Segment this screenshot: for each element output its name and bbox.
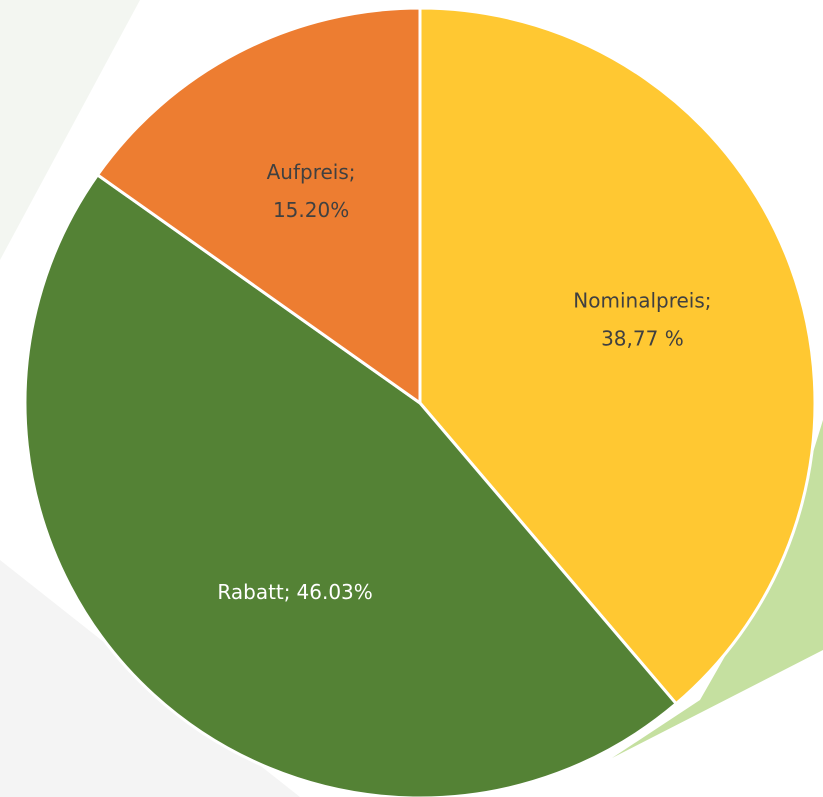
value-label: 46.03% — [297, 579, 373, 603]
background-shape — [0, 0, 140, 260]
slice — [418, 6, 817, 706]
data-labels: Nominalpreis; 38,77 % Rabatt; 46.03% Aufprei… — [217, 160, 711, 603]
category-label: Aufpreis; — [267, 160, 356, 184]
slice — [23, 172, 679, 797]
category-label: Rabatt; — [217, 579, 290, 603]
value-label: 15.20% — [273, 198, 349, 222]
data-label: Rabatt; 46.03% — [217, 579, 372, 603]
category-label: Nominalpreis; — [573, 289, 711, 313]
value-label: 38,77 % — [601, 327, 684, 351]
background-shape — [612, 420, 823, 758]
slice — [95, 6, 422, 406]
pie — [23, 6, 817, 797]
